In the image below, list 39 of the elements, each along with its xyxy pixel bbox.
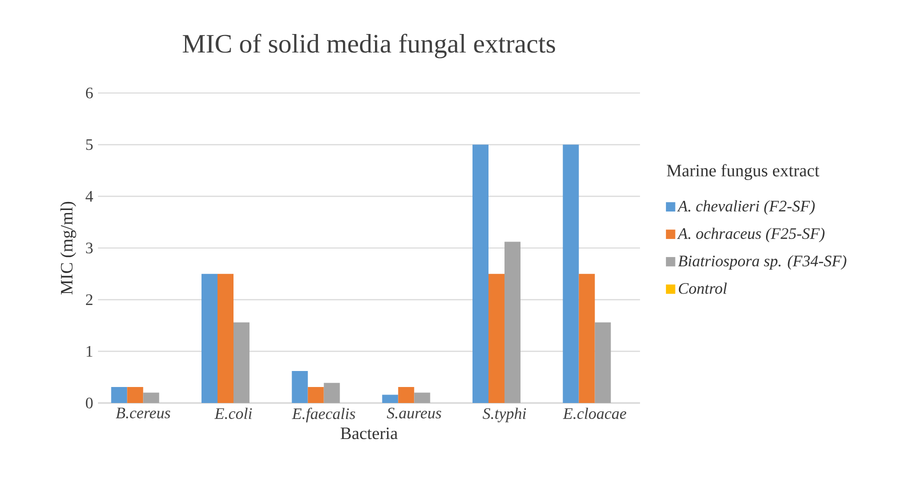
- x-tick-label: S.aureus: [386, 408, 442, 419]
- bar: [143, 392, 160, 403]
- y-tick-label: 3: [86, 242, 93, 254]
- bar: [111, 386, 128, 403]
- x-tick-label: E.coli: [214, 408, 252, 420]
- bar: [324, 382, 340, 403]
- bar: [594, 322, 611, 403]
- bar: [562, 144, 579, 403]
- bar: [472, 144, 488, 403]
- x-axis-title: Bacteria: [340, 428, 398, 440]
- x-tick-label: E.faecalis: [292, 408, 356, 422]
- legend-label: A. chevalieri (F2-SF): [677, 200, 815, 215]
- x-tick-label: S.typhi: [482, 408, 526, 422]
- y-tick-label: 5: [86, 139, 93, 150]
- bar: [382, 394, 398, 403]
- y-tick-label: 4: [86, 191, 94, 202]
- legend-label: Control: [678, 282, 727, 294]
- y-axis-title: MIC (mg/ml): [60, 202, 76, 294]
- y-tick-label: 1: [86, 346, 92, 357]
- bar: [488, 274, 504, 403]
- bar: [292, 370, 308, 403]
- bar: [218, 274, 234, 403]
- bar: [578, 274, 595, 403]
- bar: [234, 322, 250, 403]
- legend-label: A. ochraceus (F25-SF): [677, 228, 825, 242]
- bar: [308, 386, 324, 403]
- y-tick-label: 0: [86, 398, 93, 408]
- x-tick-label: B.cereus: [116, 408, 170, 418]
- bar: [127, 386, 144, 403]
- bar: [398, 386, 414, 403]
- chart-title: MIC of solid media fungal extracts: [182, 34, 556, 58]
- legend-title: Marine fungus extract: [666, 164, 820, 180]
- y-tick-label: 6: [86, 88, 93, 98]
- legend-label: Biatriospora sp. (F34-SF): [678, 255, 846, 270]
- y-tick-label: 2: [86, 294, 92, 305]
- bar: [414, 392, 430, 403]
- x-tick-label: E.cloacae: [562, 408, 626, 420]
- bar: [201, 274, 218, 403]
- bar: [504, 242, 520, 403]
